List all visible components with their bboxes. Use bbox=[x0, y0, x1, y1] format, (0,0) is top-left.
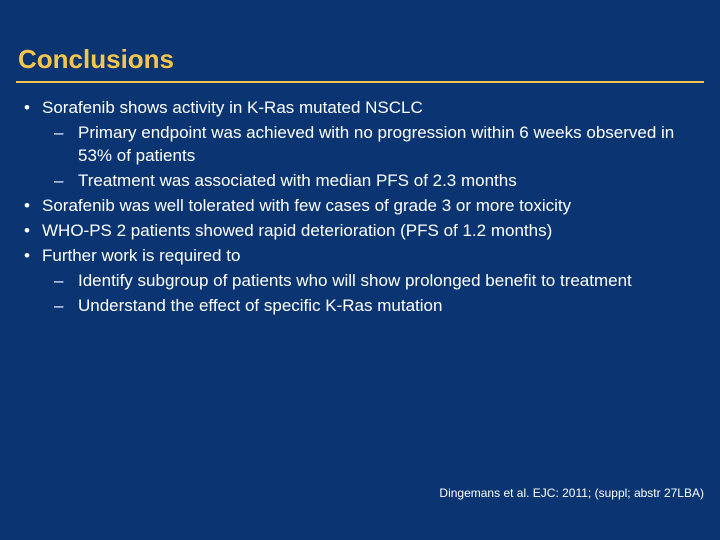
bullet-text: Sorafenib was well tolerated with few ca… bbox=[42, 196, 571, 215]
bullet-text: Sorafenib shows activity in K-Ras mutate… bbox=[42, 98, 423, 117]
sub-bullet-text: Treatment was associated with median PFS… bbox=[78, 171, 517, 190]
bullet-item: Sorafenib was well tolerated with few ca… bbox=[24, 195, 696, 218]
slide-title: Conclusions bbox=[0, 0, 720, 81]
sub-bullet-item: Understand the effect of specific K-Ras … bbox=[54, 295, 696, 318]
bullet-text: WHO-PS 2 patients showed rapid deteriora… bbox=[42, 221, 552, 240]
sub-bullet-item: Identify subgroup of patients who will s… bbox=[54, 270, 696, 293]
bullet-item: WHO-PS 2 patients showed rapid deteriora… bbox=[24, 220, 696, 243]
sub-bullet-item: Primary endpoint was achieved with no pr… bbox=[54, 122, 696, 168]
sub-bullet-item: Treatment was associated with median PFS… bbox=[54, 170, 696, 193]
sub-bullet-text: Understand the effect of specific K-Ras … bbox=[78, 296, 442, 315]
title-divider bbox=[16, 81, 704, 83]
bullet-item: Further work is required to Identify sub… bbox=[24, 245, 696, 318]
sub-bullet-text: Primary endpoint was achieved with no pr… bbox=[78, 123, 674, 165]
bullet-item: Sorafenib shows activity in K-Ras mutate… bbox=[24, 97, 696, 193]
sub-bullet-text: Identify subgroup of patients who will s… bbox=[78, 271, 632, 290]
slide-content: Sorafenib shows activity in K-Ras mutate… bbox=[0, 97, 720, 317]
bullet-text: Further work is required to bbox=[42, 246, 240, 265]
citation: Dingemans et al. EJC: 2011; (suppl; abst… bbox=[439, 486, 704, 500]
